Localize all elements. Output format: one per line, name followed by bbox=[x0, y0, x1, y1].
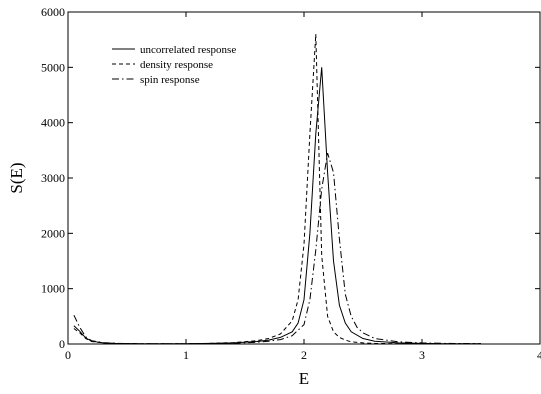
legend: uncorrelated response density response spi… bbox=[112, 44, 236, 86]
y-tick-label: 2000 bbox=[41, 226, 65, 240]
series-line-0 bbox=[73, 67, 481, 345]
y-tick-label: 3000 bbox=[41, 171, 65, 185]
x-tick-label: 2 bbox=[301, 348, 307, 362]
y-tick-label: 4000 bbox=[41, 116, 65, 130]
y-tick-label: 6000 bbox=[41, 5, 65, 19]
legend-label-0: uncorrelated response bbox=[140, 44, 236, 56]
y-tick-label: 5000 bbox=[41, 60, 65, 74]
y-axis-title: S(E) bbox=[7, 162, 26, 193]
x-tick-label: 0 bbox=[65, 348, 71, 362]
legend-label-2: spin response bbox=[140, 74, 200, 86]
ticks-layer: 0 1 2 3 4 0 1000 2000 3000 4000 5000 6000 bbox=[41, 5, 541, 362]
series-line-2 bbox=[73, 152, 482, 345]
x-tick-label: 4 bbox=[537, 348, 541, 362]
x-tick-label: 3 bbox=[419, 348, 425, 362]
x-tick-label: 1 bbox=[183, 348, 189, 362]
y-tick-label: 1000 bbox=[41, 282, 65, 296]
legend-label-1: density response bbox=[140, 59, 213, 71]
series-line-1 bbox=[73, 34, 481, 345]
series-layer bbox=[73, 34, 482, 345]
x-axis-title: E bbox=[299, 369, 309, 388]
y-tick-label: 0 bbox=[59, 337, 65, 351]
